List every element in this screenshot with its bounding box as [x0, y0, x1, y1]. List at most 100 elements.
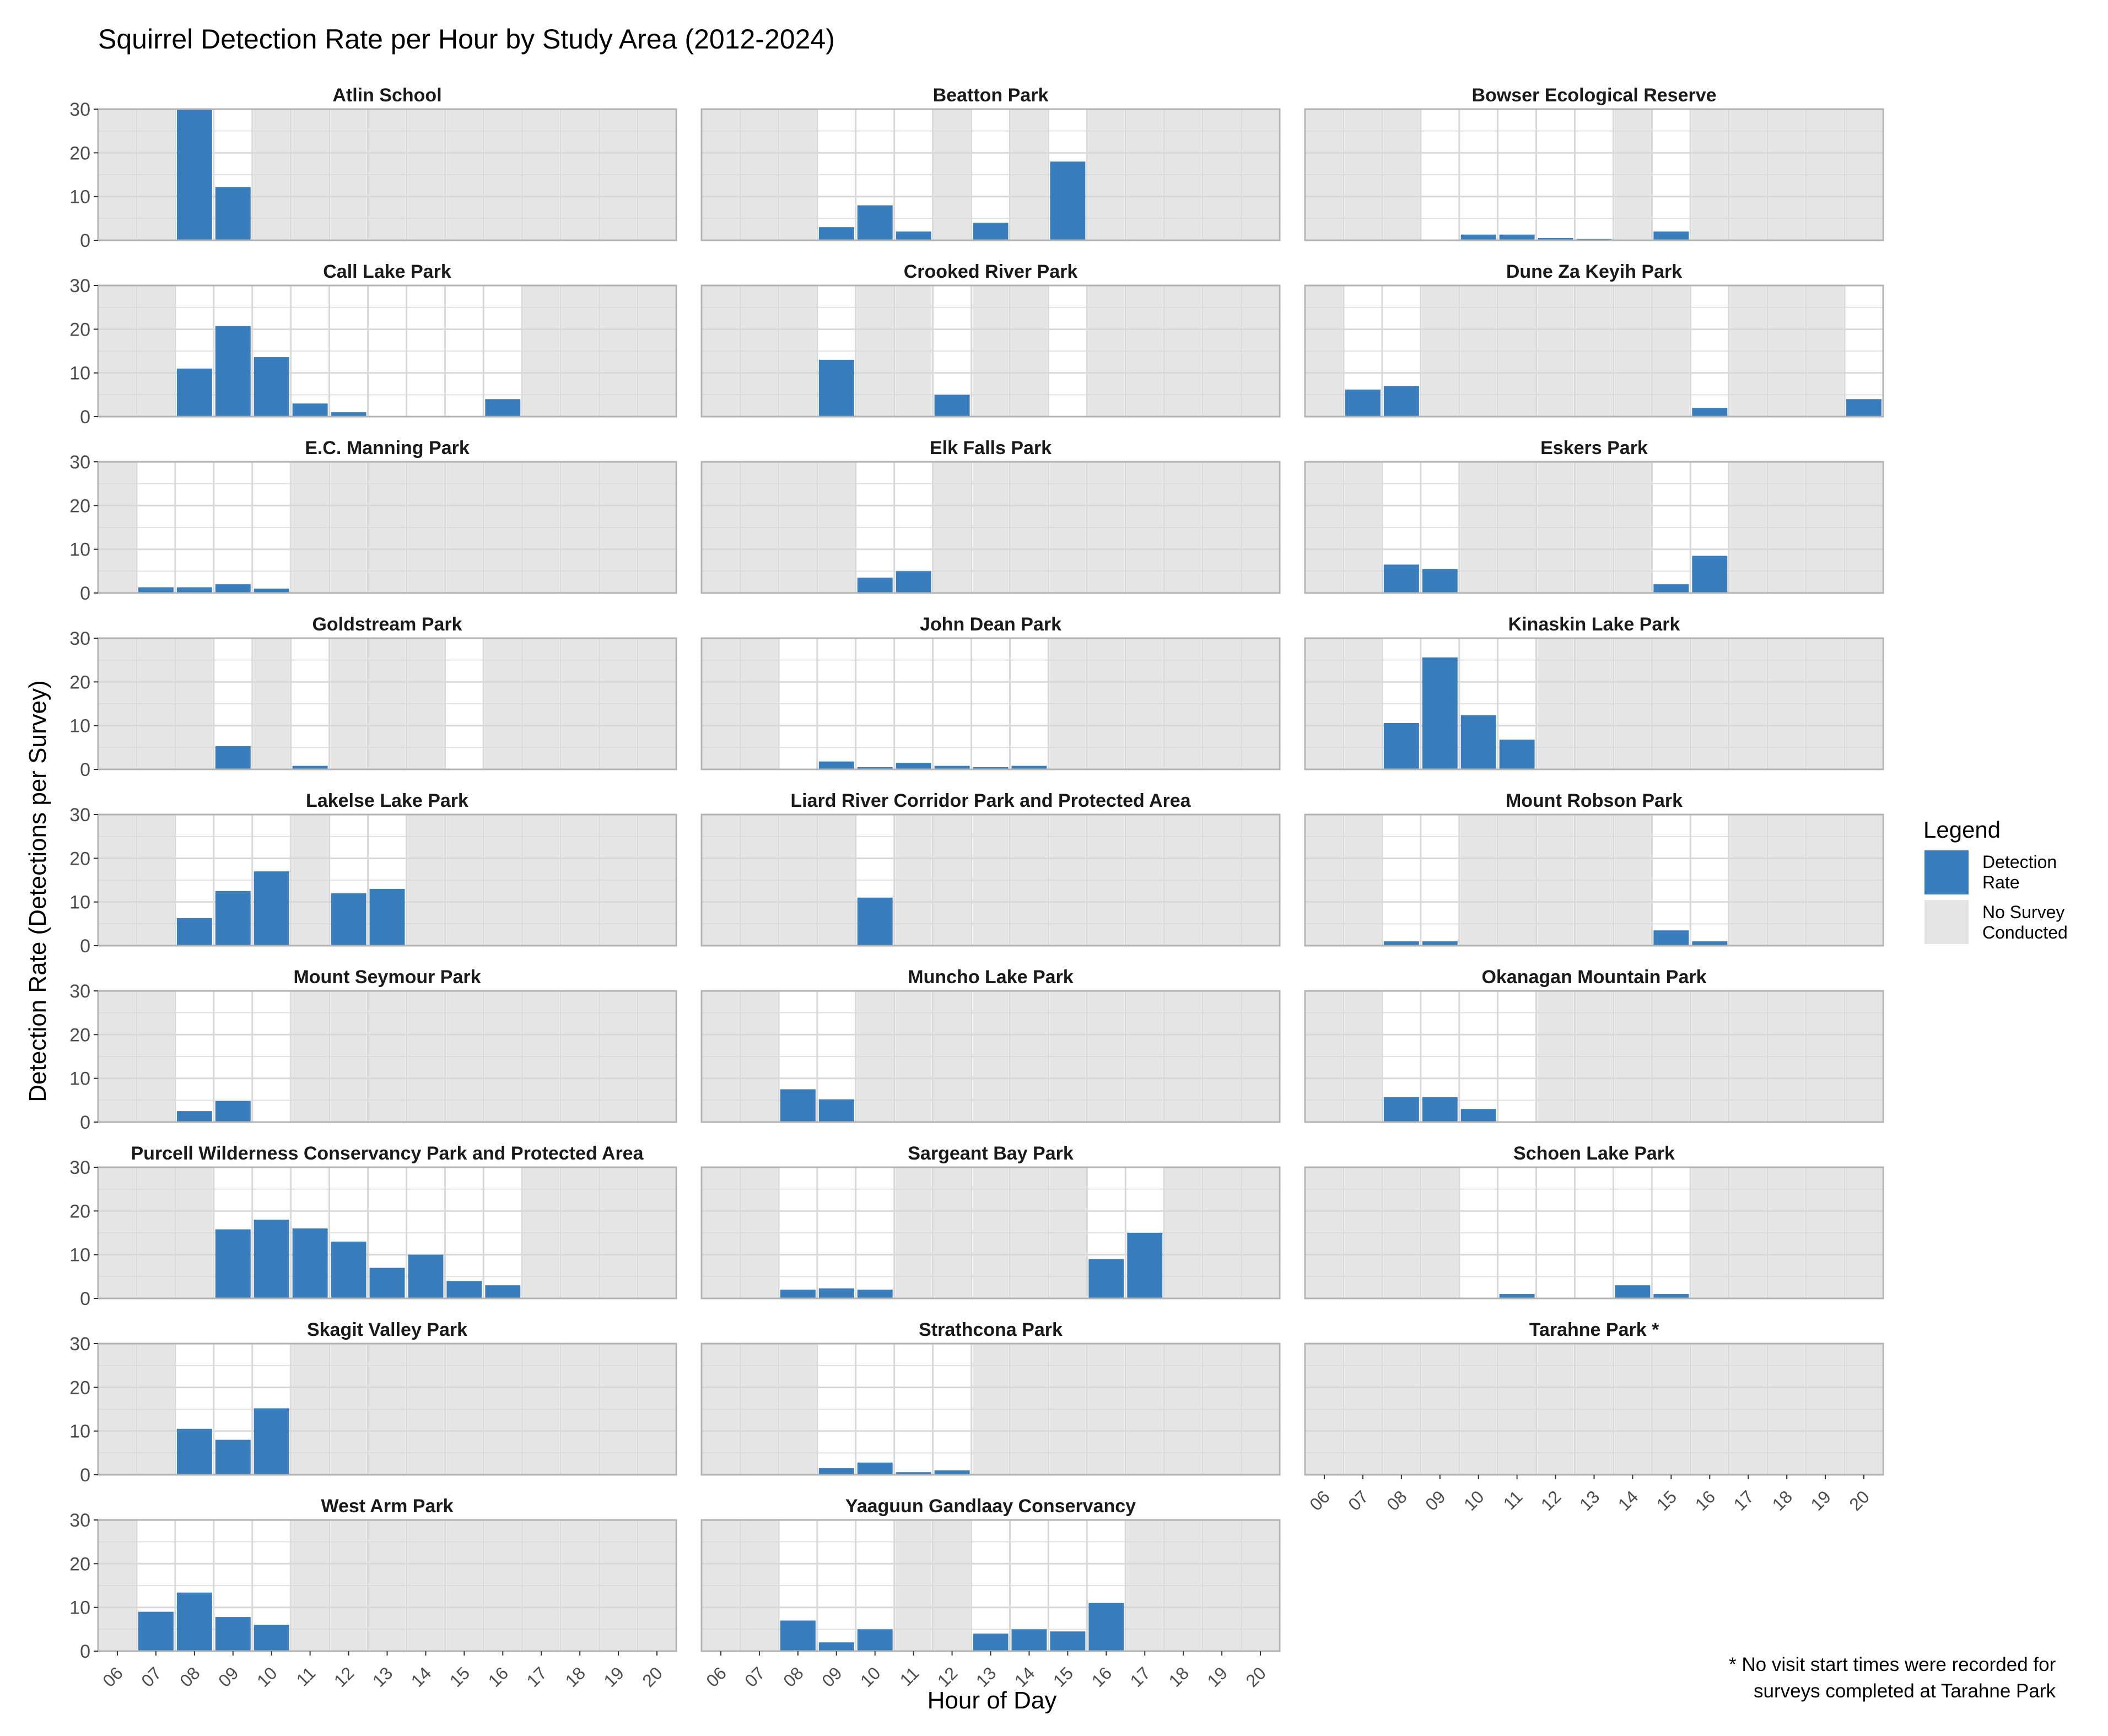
bar-12	[934, 1470, 970, 1475]
bar-08	[176, 587, 212, 593]
bar-16	[1692, 941, 1728, 946]
bar-08	[1383, 1097, 1419, 1122]
bar-11	[292, 403, 328, 417]
bar-15	[1653, 231, 1689, 240]
x-axis-label: Hour of Day	[928, 1687, 1057, 1714]
bar-09	[215, 187, 251, 240]
panel-title: Yaaguun Gandlaay Conservancy	[845, 1496, 1136, 1517]
legend: Legend Detection Rate No Survey Conducte…	[1923, 817, 2068, 944]
bar-15	[446, 1281, 482, 1298]
panel-frame	[700, 284, 1281, 418]
panel-frame	[700, 1166, 1281, 1300]
bar-10	[254, 871, 289, 946]
panel-title: Tarahne Park *	[1529, 1319, 1659, 1340]
bar-09	[215, 584, 251, 593]
facet-panels: Atlin School 0 10 20 30 Beatton Park Bowser Ec…	[69, 85, 1884, 1691]
bar-10	[254, 1625, 289, 1651]
y-tick-label: 20	[69, 495, 90, 516]
bar-14	[1615, 1285, 1651, 1298]
panel-title: West Arm Park	[321, 1496, 454, 1517]
bar-11	[1499, 234, 1535, 240]
panel-title: Crooked River Park	[904, 261, 1078, 282]
panel-beatton-park: Beatton Park	[700, 85, 1281, 241]
bar-08	[1383, 386, 1419, 417]
y-tick-label: 10	[69, 892, 90, 913]
panel-atlin-school: Atlin School 0 10 20 30	[69, 85, 677, 251]
panel-strathcona-park: Strathcona Park	[700, 1319, 1281, 1476]
panel-frame	[1304, 813, 1884, 947]
bar-20	[1846, 399, 1881, 417]
panel-title: Eskers Park	[1540, 438, 1648, 459]
y-tick-label: 20	[69, 1554, 90, 1575]
bar-09	[1422, 569, 1458, 593]
panel-frame	[97, 990, 677, 1123]
y-tick-label: 10	[69, 1598, 90, 1619]
y-tick-label: 0	[80, 1465, 90, 1486]
panel-frame	[97, 284, 677, 418]
bar-10	[254, 357, 289, 417]
bar-16	[1692, 408, 1728, 417]
panel-liard-river-corridor-park-and-protected-area: Liard River Corridor Park and Protected …	[700, 790, 1281, 947]
footnote: * No visit start times were recorded for…	[1729, 1654, 2061, 1702]
y-tick-label: 0	[80, 936, 90, 957]
bar-10	[1460, 715, 1496, 769]
bar-10	[1460, 234, 1496, 240]
panel-eskers-park: Eskers Park	[1304, 438, 1884, 594]
bar-08	[780, 1620, 816, 1651]
panel-title: Liard River Corridor Park and Protected …	[790, 790, 1191, 811]
legend-swatch-no-survey	[1924, 900, 1969, 944]
bar-10	[857, 767, 893, 769]
panel-frame	[97, 1166, 677, 1300]
panel-title: Okanagan Mountain Park	[1481, 967, 1706, 988]
panel-frame	[97, 461, 677, 594]
panel-frame	[700, 461, 1281, 594]
bar-09	[1422, 1097, 1458, 1122]
panel-title: John Dean Park	[920, 614, 1061, 635]
panel-title: Goldstream Park	[312, 614, 462, 635]
panel-frame	[700, 813, 1281, 947]
bar-15	[1050, 1631, 1086, 1651]
chart-title: Squirrel Detection Rate per Hour by Stud…	[98, 24, 835, 55]
bar-14	[1011, 1629, 1047, 1651]
y-tick-label: 30	[69, 1157, 90, 1178]
panel-frame	[700, 637, 1281, 770]
y-tick-label: 0	[80, 759, 90, 780]
bar-17	[1127, 1233, 1163, 1298]
legend-label-detection-rate: Detection Rate	[1982, 852, 2062, 892]
y-tick-label: 0	[80, 583, 90, 604]
legend-swatch-detection-rate	[1924, 850, 1969, 894]
bar-09	[215, 1101, 251, 1122]
panel-frame	[1304, 637, 1884, 770]
legend-label-detection-rate-line1: Detection	[1982, 852, 2057, 872]
y-tick-label: 30	[69, 99, 90, 120]
bar-11	[1499, 740, 1535, 769]
footnote-line2: surveys completed at Tarahne Park	[1754, 1680, 2056, 1702]
bar-07	[1345, 389, 1381, 417]
bar-07	[138, 1611, 174, 1651]
bar-11	[292, 1228, 328, 1298]
y-tick-label: 20	[69, 319, 90, 340]
panel-title: Purcell Wilderness Conservancy Park and …	[131, 1143, 644, 1164]
panel-john-dean-park: John Dean Park	[700, 614, 1281, 770]
bar-12	[331, 893, 366, 946]
bar-10	[857, 205, 893, 240]
bar-08	[176, 109, 212, 240]
y-tick-label: 10	[69, 1069, 90, 1090]
y-tick-label: 0	[80, 407, 90, 428]
y-tick-label: 0	[80, 1641, 90, 1662]
y-tick-label: 0	[80, 230, 90, 251]
bar-12	[934, 765, 970, 769]
bar-08	[780, 1089, 816, 1122]
bar-12	[1538, 238, 1573, 240]
bar-09	[215, 1229, 251, 1298]
y-tick-label: 30	[69, 452, 90, 473]
bar-09	[818, 1288, 854, 1298]
bar-16	[485, 399, 521, 417]
panel-frame	[97, 1343, 677, 1476]
panel-frame	[1304, 284, 1884, 418]
legend-label-no-survey-line1: No Survey	[1982, 902, 2064, 922]
bar-12	[331, 412, 366, 417]
panel-schoen-lake-park: Schoen Lake Park	[1304, 1143, 1884, 1300]
bar-11	[1499, 1294, 1535, 1298]
bar-16	[1088, 1603, 1124, 1651]
